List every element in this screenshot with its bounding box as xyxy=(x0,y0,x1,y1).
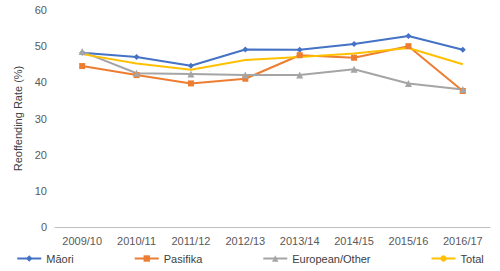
svg-text:Māori: Māori xyxy=(46,253,74,265)
svg-text:2011/12: 2011/12 xyxy=(171,235,210,247)
svg-text:40: 40 xyxy=(35,76,47,88)
svg-text:2014/15: 2014/15 xyxy=(334,235,374,247)
svg-text:Pasifika: Pasifika xyxy=(164,253,203,265)
svg-text:10: 10 xyxy=(35,185,47,197)
svg-text:Total: Total xyxy=(461,253,484,265)
svg-text:European/Other: European/Other xyxy=(292,253,371,265)
svg-text:0: 0 xyxy=(41,221,47,233)
svg-text:50: 50 xyxy=(35,40,47,52)
svg-text:2010/11: 2010/11 xyxy=(117,235,156,247)
svg-text:20: 20 xyxy=(35,149,47,161)
svg-text:Reoffending Rate (%): Reoffending Rate (%) xyxy=(12,66,24,172)
svg-text:30: 30 xyxy=(35,113,47,125)
svg-text:2016/17: 2016/17 xyxy=(443,235,483,247)
svg-text:60: 60 xyxy=(35,4,47,16)
svg-text:2012/13: 2012/13 xyxy=(225,235,265,247)
svg-text:2009/10: 2009/10 xyxy=(62,235,102,247)
svg-text:2015/16: 2015/16 xyxy=(389,235,429,247)
svg-text:2013/14: 2013/14 xyxy=(280,235,320,247)
